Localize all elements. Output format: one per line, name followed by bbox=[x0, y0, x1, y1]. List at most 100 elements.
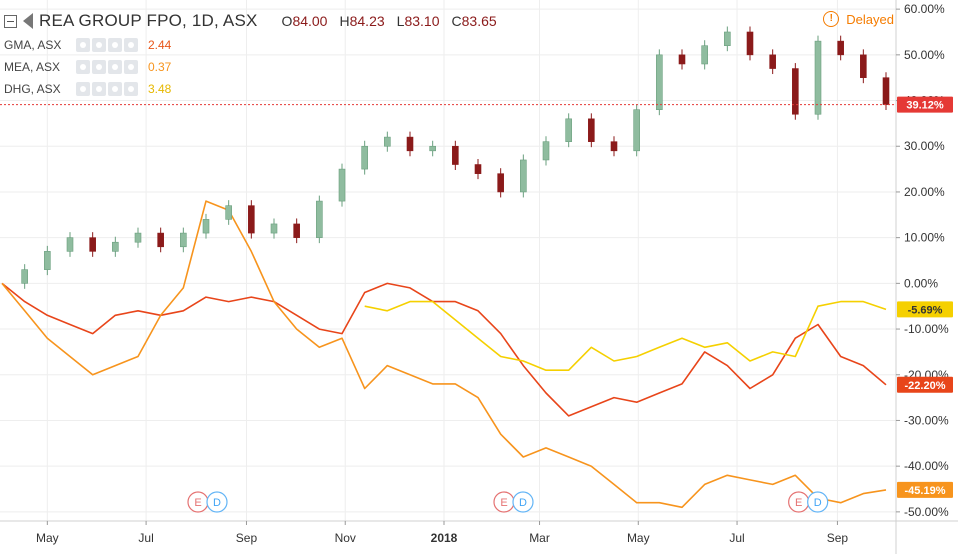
last-value-badge bbox=[897, 96, 953, 113]
last-value-badge bbox=[897, 481, 953, 498]
delayed-label: Delayed bbox=[846, 11, 894, 27]
candle[interactable] bbox=[89, 237, 96, 252]
earnings-event-label: E bbox=[795, 497, 802, 509]
dividend-event-label: D bbox=[519, 497, 527, 509]
candle[interactable] bbox=[724, 31, 731, 47]
candle[interactable] bbox=[769, 54, 776, 69]
candle[interactable] bbox=[248, 205, 255, 234]
visibility-icon[interactable] bbox=[76, 82, 90, 96]
ohlc-low: L83.10 bbox=[396, 13, 440, 29]
legend-value: 2.44 bbox=[148, 38, 172, 52]
close-icon[interactable] bbox=[124, 38, 138, 52]
candle[interactable] bbox=[180, 232, 187, 248]
y-tick-label: 60.00% bbox=[904, 2, 945, 16]
ohlc-open: O84.00 bbox=[281, 13, 328, 29]
candle[interactable] bbox=[565, 118, 572, 142]
x-tick-label: Jul bbox=[729, 531, 744, 545]
y-tick-label: 20.00% bbox=[904, 185, 945, 199]
x-axis[interactable]: May Jul Sep Nov 2018 Mar May Jul Sep bbox=[0, 520, 958, 545]
dividend-event-label: D bbox=[814, 497, 822, 509]
earnings-event-label: E bbox=[194, 497, 201, 509]
visibility-icon[interactable] bbox=[76, 60, 90, 74]
candle[interactable] bbox=[633, 109, 640, 152]
dividend-event-label: D bbox=[213, 497, 221, 509]
candle[interactable] bbox=[112, 241, 119, 252]
symbol-title[interactable]: REA GROUP FPO, 1D, ASX bbox=[39, 11, 258, 30]
last-value-label: -22.20% bbox=[905, 380, 946, 392]
candle[interactable] bbox=[837, 40, 844, 56]
settings-icon[interactable] bbox=[92, 82, 106, 96]
candle[interactable] bbox=[860, 54, 867, 78]
candle[interactable] bbox=[497, 173, 504, 193]
flag-icon[interactable] bbox=[23, 13, 33, 29]
visibility-icon[interactable] bbox=[76, 38, 90, 52]
candle[interactable] bbox=[157, 232, 164, 248]
dividend-event-icon[interactable] bbox=[206, 491, 228, 513]
legend-name: MEA, ASX bbox=[4, 60, 61, 74]
candle[interactable] bbox=[202, 219, 210, 234]
candle[interactable] bbox=[361, 145, 368, 170]
collapse-icon[interactable] bbox=[4, 14, 17, 28]
legend-item-mea[interactable]: MEA, ASX 0.37 bbox=[4, 58, 171, 76]
candle[interactable] bbox=[588, 118, 595, 142]
candle[interactable] bbox=[882, 77, 890, 105]
series-line-gma[interactable] bbox=[1, 282, 887, 417]
candle[interactable] bbox=[474, 164, 482, 174]
candle[interactable] bbox=[384, 136, 391, 147]
close-icon[interactable] bbox=[124, 60, 138, 74]
legend-item-dhg[interactable]: DHG, ASX 3.48 bbox=[4, 80, 171, 98]
y-tick-label: 50.00% bbox=[904, 48, 945, 62]
chart-header: REA GROUP FPO, 1D, ASX O84.00 H84.23 L83… bbox=[4, 9, 509, 33]
series-line-dhg[interactable] bbox=[364, 300, 887, 371]
x-tick-label: Sep bbox=[236, 531, 258, 545]
y-tick-label: -40.00% bbox=[904, 459, 949, 473]
candle[interactable] bbox=[792, 68, 799, 115]
candle[interactable] bbox=[293, 223, 300, 238]
candle[interactable] bbox=[44, 251, 51, 270]
candle[interactable] bbox=[406, 136, 414, 152]
last-value-label: -45.19% bbox=[905, 485, 946, 497]
candle[interactable] bbox=[338, 168, 346, 202]
candle[interactable] bbox=[452, 145, 459, 165]
series-line-mea[interactable] bbox=[1, 200, 887, 509]
settings-icon[interactable] bbox=[92, 60, 106, 74]
settings-icon[interactable] bbox=[92, 38, 106, 52]
y-tick-label: -50.00% bbox=[904, 505, 949, 519]
dividend-event-icon[interactable] bbox=[807, 491, 829, 513]
delayed-indicator[interactable]: ! Delayed bbox=[823, 11, 894, 27]
last-value-label: -5.69% bbox=[908, 304, 943, 316]
more-icon[interactable] bbox=[108, 38, 122, 52]
candle[interactable] bbox=[656, 54, 663, 110]
x-tick-label: 2018 bbox=[431, 531, 458, 545]
last-value-badge bbox=[897, 301, 953, 318]
candle[interactable] bbox=[66, 237, 74, 252]
more-icon[interactable] bbox=[108, 82, 122, 96]
candle[interactable] bbox=[542, 141, 550, 161]
close-icon[interactable] bbox=[124, 82, 138, 96]
y-axis[interactable]: 60.00%50.00%40.00%30.00%20.00%10.00%0.00… bbox=[895, 0, 949, 554]
candle[interactable] bbox=[746, 31, 754, 56]
legend-item-gma[interactable]: GMA, ASX 2.44 bbox=[4, 36, 171, 54]
candle[interactable] bbox=[134, 232, 142, 243]
candle[interactable] bbox=[21, 269, 28, 284]
candle[interactable] bbox=[610, 141, 618, 152]
earnings-event-label: E bbox=[500, 497, 507, 509]
y-tick-label: 10.00% bbox=[904, 231, 945, 245]
candle[interactable] bbox=[429, 145, 436, 152]
candle[interactable] bbox=[678, 54, 686, 65]
candle[interactable] bbox=[270, 223, 278, 234]
candle[interactable] bbox=[520, 159, 527, 193]
candle[interactable] bbox=[814, 40, 822, 115]
x-tick-label: May bbox=[627, 531, 650, 545]
x-tick-label: Sep bbox=[827, 531, 849, 545]
candle[interactable] bbox=[701, 45, 708, 65]
y-tick-label: -30.00% bbox=[904, 413, 949, 427]
candle[interactable] bbox=[316, 200, 323, 238]
more-icon[interactable] bbox=[108, 60, 122, 74]
candle[interactable] bbox=[225, 205, 232, 220]
dividend-event-icon[interactable] bbox=[512, 491, 534, 513]
info-alert-icon: ! bbox=[823, 11, 840, 27]
legend-value: 3.48 bbox=[148, 82, 172, 96]
